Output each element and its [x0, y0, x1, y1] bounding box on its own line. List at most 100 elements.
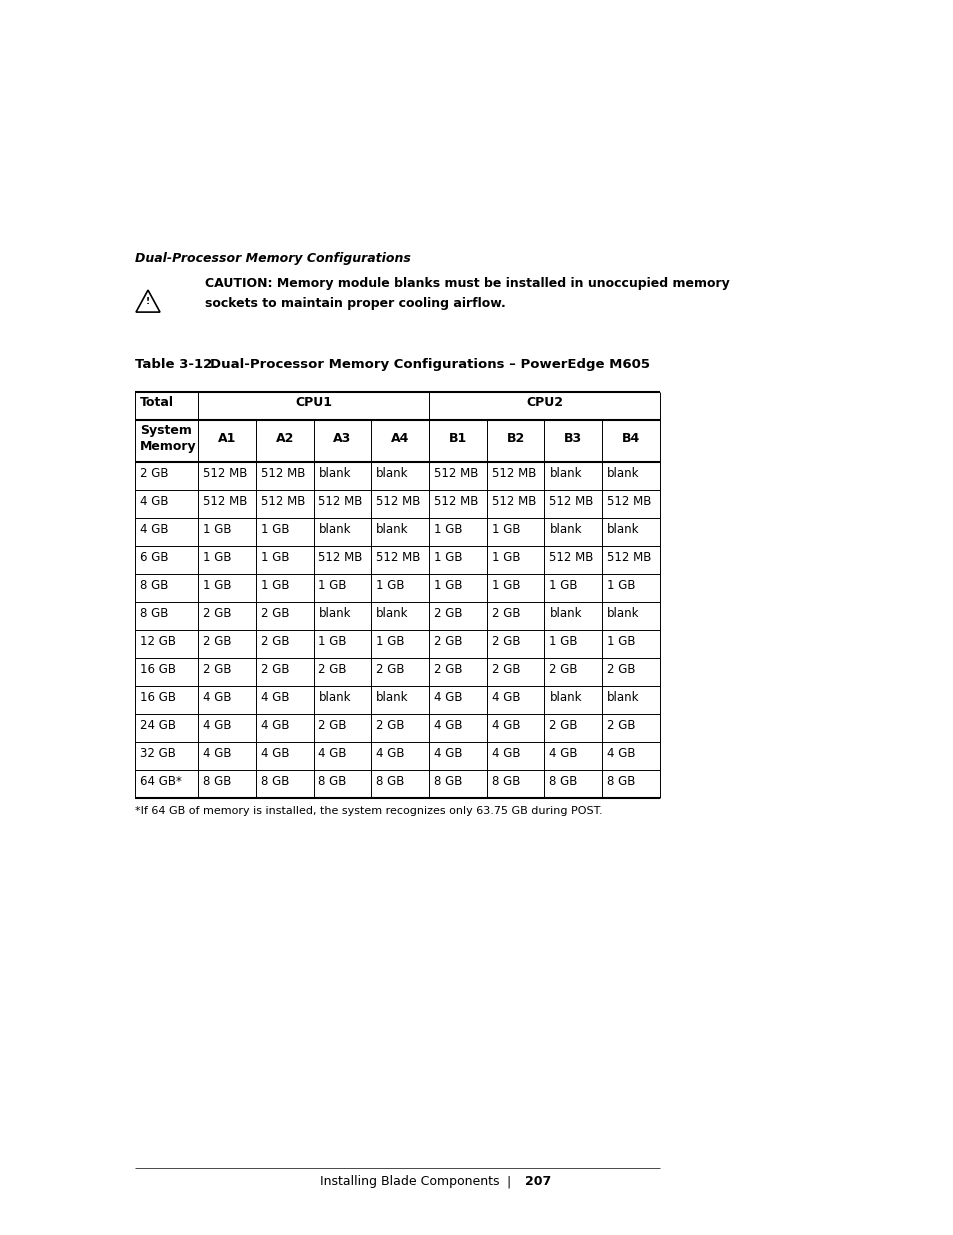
Text: 1 GB: 1 GB — [607, 635, 635, 648]
Text: 4 GB: 4 GB — [140, 522, 169, 536]
Text: *If 64 GB of memory is installed, the system recognizes only 63.75 GB during POS: *If 64 GB of memory is installed, the sy… — [135, 806, 602, 816]
Text: 512 MB: 512 MB — [607, 551, 651, 564]
Text: 4 GB: 4 GB — [491, 692, 519, 704]
Text: 64 GB*: 64 GB* — [140, 776, 182, 788]
Text: !: ! — [146, 298, 150, 306]
Text: 512 MB: 512 MB — [260, 467, 305, 480]
Text: 512 MB: 512 MB — [260, 495, 305, 508]
Text: 4 GB: 4 GB — [491, 719, 519, 732]
Text: 8 GB: 8 GB — [607, 776, 635, 788]
Text: blank: blank — [607, 467, 639, 480]
Text: 8 GB: 8 GB — [434, 776, 462, 788]
Text: 1 GB: 1 GB — [491, 579, 519, 592]
Text: 32 GB: 32 GB — [140, 747, 175, 760]
Text: System
Memory: System Memory — [140, 424, 196, 453]
Text: 4 GB: 4 GB — [549, 747, 578, 760]
Text: blank: blank — [607, 606, 639, 620]
Text: Total: Total — [140, 396, 173, 409]
Text: CAUTION: Memory module blanks must be installed in unoccupied memory: CAUTION: Memory module blanks must be in… — [205, 277, 729, 290]
Text: 2 GB: 2 GB — [607, 719, 635, 732]
Text: 4 GB: 4 GB — [203, 692, 232, 704]
Text: 1 GB: 1 GB — [203, 551, 232, 564]
Text: 4 GB: 4 GB — [203, 747, 232, 760]
Text: 2 GB: 2 GB — [203, 606, 232, 620]
Text: 512 MB: 512 MB — [203, 467, 247, 480]
Text: 512 MB: 512 MB — [491, 467, 536, 480]
Text: 512 MB: 512 MB — [203, 495, 247, 508]
Text: A1: A1 — [217, 432, 235, 445]
Text: 1 GB: 1 GB — [318, 579, 347, 592]
Text: 512 MB: 512 MB — [549, 495, 594, 508]
Text: 12 GB: 12 GB — [140, 635, 175, 648]
Text: 1 GB: 1 GB — [375, 635, 404, 648]
Text: 2 GB: 2 GB — [260, 606, 289, 620]
Text: 1 GB: 1 GB — [318, 635, 347, 648]
Text: 1 GB: 1 GB — [375, 579, 404, 592]
Text: 1 GB: 1 GB — [203, 522, 232, 536]
Text: CPU2: CPU2 — [525, 396, 562, 409]
Text: 4 GB: 4 GB — [318, 747, 347, 760]
Text: Installing Blade Components: Installing Blade Components — [320, 1174, 499, 1188]
Text: 512 MB: 512 MB — [318, 551, 362, 564]
Text: 207: 207 — [524, 1174, 551, 1188]
Text: blank: blank — [549, 606, 581, 620]
Text: 1 GB: 1 GB — [260, 579, 289, 592]
Text: 2 GB: 2 GB — [260, 663, 289, 676]
Text: 512 MB: 512 MB — [375, 495, 420, 508]
Text: B2: B2 — [506, 432, 524, 445]
Text: 4 GB: 4 GB — [375, 747, 404, 760]
Text: 2 GB: 2 GB — [434, 663, 462, 676]
Text: 4 GB: 4 GB — [491, 747, 519, 760]
Text: 8 GB: 8 GB — [318, 776, 347, 788]
Text: 2 GB: 2 GB — [434, 635, 462, 648]
Text: sockets to maintain proper cooling airflow.: sockets to maintain proper cooling airfl… — [205, 296, 505, 310]
Text: A3: A3 — [333, 432, 351, 445]
Text: 1 GB: 1 GB — [260, 522, 289, 536]
Text: 1 GB: 1 GB — [260, 551, 289, 564]
Text: B3: B3 — [564, 432, 582, 445]
Text: |: | — [505, 1174, 510, 1188]
Text: 1 GB: 1 GB — [491, 551, 519, 564]
Text: 1 GB: 1 GB — [607, 579, 635, 592]
Text: 8 GB: 8 GB — [549, 776, 578, 788]
Text: 2 GB: 2 GB — [375, 663, 404, 676]
Text: B4: B4 — [621, 432, 639, 445]
Text: blank: blank — [318, 606, 351, 620]
Text: 4 GB: 4 GB — [260, 692, 289, 704]
Text: A2: A2 — [275, 432, 294, 445]
Text: 1 GB: 1 GB — [491, 522, 519, 536]
Text: 1 GB: 1 GB — [434, 579, 462, 592]
Text: blank: blank — [318, 467, 351, 480]
Text: 4 GB: 4 GB — [260, 747, 289, 760]
Text: 2 GB: 2 GB — [203, 663, 232, 676]
Text: blank: blank — [607, 522, 639, 536]
Text: 8 GB: 8 GB — [491, 776, 519, 788]
Text: blank: blank — [318, 522, 351, 536]
Text: 4 GB: 4 GB — [434, 747, 462, 760]
Text: 1 GB: 1 GB — [434, 522, 462, 536]
Text: 512 MB: 512 MB — [491, 495, 536, 508]
Text: 512 MB: 512 MB — [318, 495, 362, 508]
Text: 4 GB: 4 GB — [140, 495, 169, 508]
Text: 4 GB: 4 GB — [434, 719, 462, 732]
Text: Table 3-12.: Table 3-12. — [135, 358, 217, 370]
Text: blank: blank — [549, 467, 581, 480]
Text: 4 GB: 4 GB — [607, 747, 635, 760]
Text: 1 GB: 1 GB — [203, 579, 232, 592]
Text: 24 GB: 24 GB — [140, 719, 175, 732]
Text: 2 GB: 2 GB — [607, 663, 635, 676]
Text: 512 MB: 512 MB — [434, 495, 477, 508]
Text: blank: blank — [375, 522, 408, 536]
Text: 2 GB: 2 GB — [375, 719, 404, 732]
Text: 4 GB: 4 GB — [203, 719, 232, 732]
Text: A4: A4 — [391, 432, 409, 445]
Text: 2 GB: 2 GB — [434, 606, 462, 620]
Text: 512 MB: 512 MB — [375, 551, 420, 564]
Text: 1 GB: 1 GB — [549, 635, 578, 648]
Text: B1: B1 — [448, 432, 467, 445]
Text: 2 GB: 2 GB — [549, 719, 578, 732]
Text: 4 GB: 4 GB — [434, 692, 462, 704]
Text: 2 GB: 2 GB — [491, 606, 519, 620]
Text: 2 GB: 2 GB — [491, 663, 519, 676]
Text: 8 GB: 8 GB — [203, 776, 232, 788]
